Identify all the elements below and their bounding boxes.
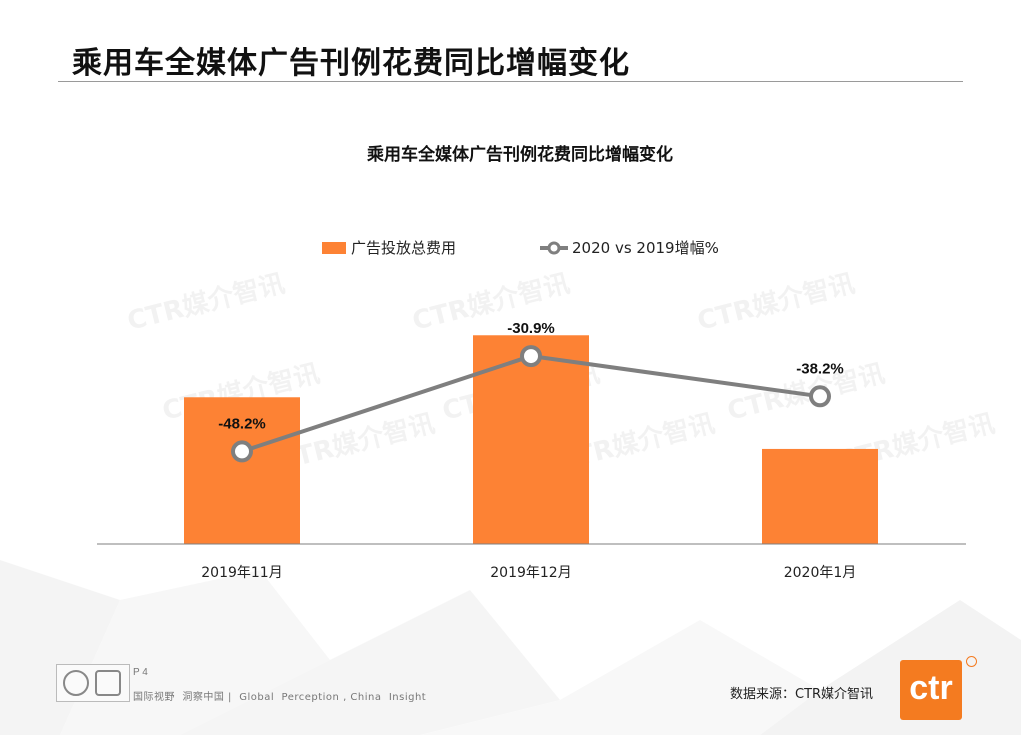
data-label: -48.2% <box>218 415 266 432</box>
watermark-text: CTR媒介智讯 <box>694 269 857 337</box>
legend: 广告投放总费用 2020 vs 2019增幅% <box>322 239 719 257</box>
watermark-text: CTR媒介智讯 <box>124 269 287 337</box>
x-tick-label: 2019年11月 <box>201 565 282 581</box>
ctr-logo: ctr <box>900 660 962 720</box>
title-divider <box>58 81 963 82</box>
chart-title: 乘用车全媒体广告刊例花费同比增幅变化 <box>366 144 673 165</box>
legend-line-label: 2020 vs 2019增幅% <box>572 239 719 257</box>
page-title: 乘用车全媒体广告刊例花费同比增幅变化 <box>72 46 630 81</box>
line-series: -48.2% -30.9% -38.2% <box>218 320 844 463</box>
line-point <box>520 345 542 368</box>
bar <box>762 448 878 544</box>
ukas-seal-icon <box>95 670 121 696</box>
page-number: P 4 <box>133 667 148 678</box>
x-tick-label: 2020年1月 <box>784 565 857 581</box>
certification-badges <box>56 664 130 702</box>
legend-line-marker <box>547 241 561 255</box>
bar <box>184 397 300 544</box>
legend-bar-swatch <box>322 242 346 254</box>
ctr-logo-text: ctr <box>909 669 953 707</box>
footer-tagline: 国际视野 洞察中国 | Global Perception , China In… <box>133 692 427 703</box>
legend-bar-label: 广告投放总费用 <box>351 239 456 257</box>
x-tick-label: 2019年12月 <box>490 565 571 581</box>
sgs-seal-icon <box>63 670 89 696</box>
line-point <box>809 385 831 408</box>
data-label: -38.2% <box>796 360 844 377</box>
data-label: -30.9% <box>507 320 555 337</box>
registered-mark-icon <box>966 656 977 667</box>
data-source: 数据来源：CTR媒介智讯 <box>730 687 874 702</box>
x-axis-ticks: 2019年11月 2019年12月 2020年1月 <box>201 565 856 581</box>
line-point <box>231 440 253 463</box>
